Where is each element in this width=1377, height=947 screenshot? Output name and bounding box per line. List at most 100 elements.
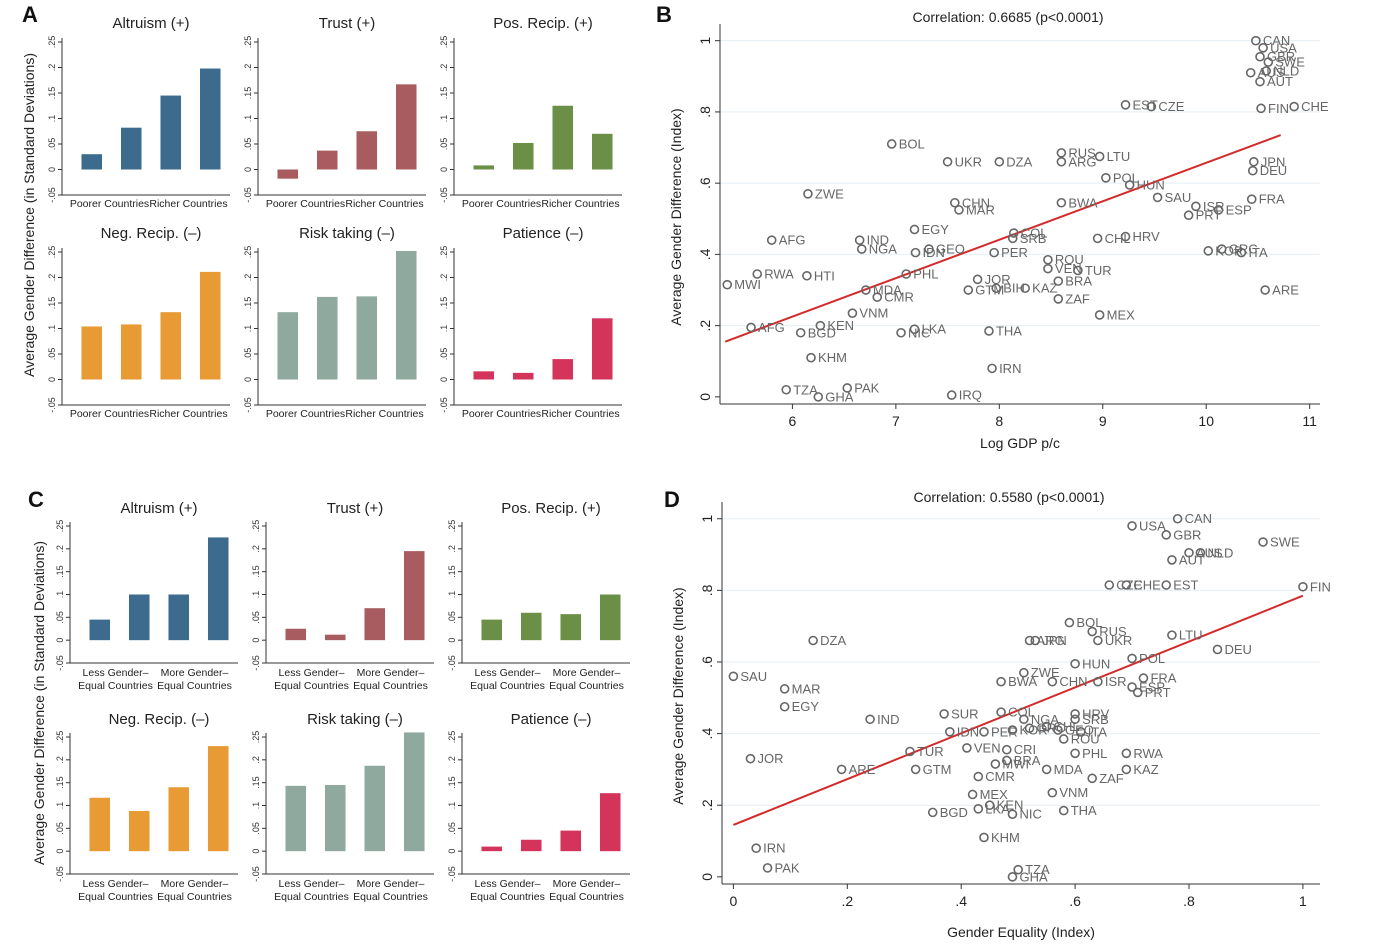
data-point: IDN	[910, 245, 945, 260]
data-point: COL	[996, 705, 1035, 720]
y-tick-label: .4	[699, 728, 715, 740]
bar-subplot: Pos. Recip. (+) -.05 0 .05 .1 .15 .2 .25 Less Ge…	[447, 500, 630, 692]
point-label: AFG	[779, 233, 806, 248]
point-label: IRN	[763, 841, 785, 856]
point-label: VNM	[859, 306, 888, 321]
point-marker	[996, 676, 1006, 687]
point-marker	[967, 789, 978, 800]
point-label: EST	[1173, 577, 1198, 592]
bar	[473, 165, 495, 170]
point-label: KEN	[827, 318, 854, 333]
point-marker	[1184, 547, 1194, 558]
chart-title: Correlation: 0.6685 (p<0.0001)	[912, 9, 1103, 25]
point-marker	[1120, 231, 1131, 242]
bar	[324, 634, 346, 641]
point-label: COL	[1021, 226, 1048, 241]
y-tick-label: -.05	[251, 866, 261, 882]
point-marker	[1298, 581, 1308, 592]
point-marker	[1167, 555, 1177, 565]
point-marker	[1053, 294, 1064, 304]
x-tick-label: Equal Countries	[549, 680, 624, 692]
x-tick-label: Equal Countries	[274, 891, 349, 903]
point-label: BIH	[1003, 281, 1025, 296]
data-point: KHM	[979, 830, 1020, 845]
point-marker	[972, 274, 983, 285]
x-tick-label: .2	[841, 893, 853, 909]
point-marker	[1041, 764, 1052, 775]
point-label: PAK	[854, 380, 879, 395]
point-label: RWA	[1133, 746, 1163, 761]
x-tick-label: More Gender–	[357, 667, 425, 679]
point-label: PER	[991, 724, 1018, 739]
point-label: ROU	[1071, 731, 1100, 746]
point-marker	[1093, 635, 1103, 646]
data-point: FRA	[1246, 192, 1285, 207]
point-label: CHE	[1301, 99, 1329, 114]
bar	[560, 830, 582, 852]
x-tick-label: Less Gender–	[279, 878, 345, 890]
point-label: CMR	[985, 769, 1015, 784]
point-marker	[836, 764, 847, 775]
data-point: JPN	[1030, 633, 1067, 648]
data-point: POL	[1127, 651, 1165, 666]
data-point: KHM	[806, 350, 847, 365]
point-marker	[1007, 872, 1018, 882]
data-point: BIH	[991, 281, 1025, 296]
point-label: DZA	[820, 633, 846, 648]
point-marker	[1120, 100, 1131, 110]
y-tick-label: .05	[447, 822, 457, 835]
point-marker	[1024, 723, 1035, 734]
x-tick-label: More Gender–	[161, 667, 229, 679]
point-marker	[1256, 103, 1266, 114]
x-tick-label: Richer Countries	[345, 408, 423, 420]
bar	[316, 296, 338, 380]
point-label: NGA	[869, 242, 898, 257]
y-tick-label: 0	[439, 377, 449, 382]
data-point: AFG	[766, 233, 806, 248]
data-point: ESP	[1127, 680, 1165, 695]
bar	[591, 133, 613, 170]
data-point: EGY	[909, 222, 949, 237]
point-marker	[1236, 247, 1247, 258]
bar	[160, 312, 182, 380]
bar-subplot: Altruism (+) -.05 0 .05 .1 .15 .2 .25 Less Gende…	[55, 500, 238, 692]
bar	[199, 271, 221, 380]
panel-letter-a: A	[22, 2, 38, 27]
y-tick-label: .05	[47, 138, 57, 151]
bar	[481, 846, 503, 852]
data-point: LKA	[973, 801, 1010, 816]
y-tick-label: .15	[439, 87, 449, 100]
data-point: ZAF	[1087, 771, 1124, 786]
y-tick-label: 1	[697, 37, 713, 45]
data-point: MAR	[779, 681, 821, 696]
data-point: VNM	[847, 306, 888, 321]
point-label: MEX	[1107, 307, 1136, 322]
y-tick-label: 0	[243, 377, 253, 382]
point-marker	[779, 701, 790, 712]
point-marker	[1195, 547, 1206, 558]
y-tick-label: .25	[47, 36, 57, 49]
data-point: VEN	[962, 740, 1001, 755]
bar	[277, 169, 299, 179]
bar	[512, 142, 534, 170]
bar	[403, 732, 425, 852]
y-axis-label: Average Gender Difference (Index)	[668, 108, 684, 325]
point-marker	[1094, 310, 1105, 320]
point-marker	[865, 714, 875, 725]
point-label: HRV	[1133, 229, 1161, 244]
point-label: IDN	[923, 245, 945, 260]
data-point: FIN	[1256, 101, 1289, 116]
point-marker	[1007, 725, 1018, 735]
x-tick-label: Less Gender–	[83, 667, 149, 679]
point-marker	[1161, 580, 1172, 590]
bar	[364, 765, 386, 852]
bar	[168, 594, 190, 641]
data-point: IDN	[945, 724, 979, 739]
y-tick-label: 1	[699, 515, 715, 523]
point-label: KAZ	[1032, 281, 1057, 296]
y-tick-label: 0	[243, 167, 253, 172]
data-point: EGY	[779, 699, 819, 714]
data-point: BWA	[1056, 195, 1098, 210]
point-marker	[1104, 580, 1115, 590]
y-tick-label: .15	[447, 776, 457, 789]
